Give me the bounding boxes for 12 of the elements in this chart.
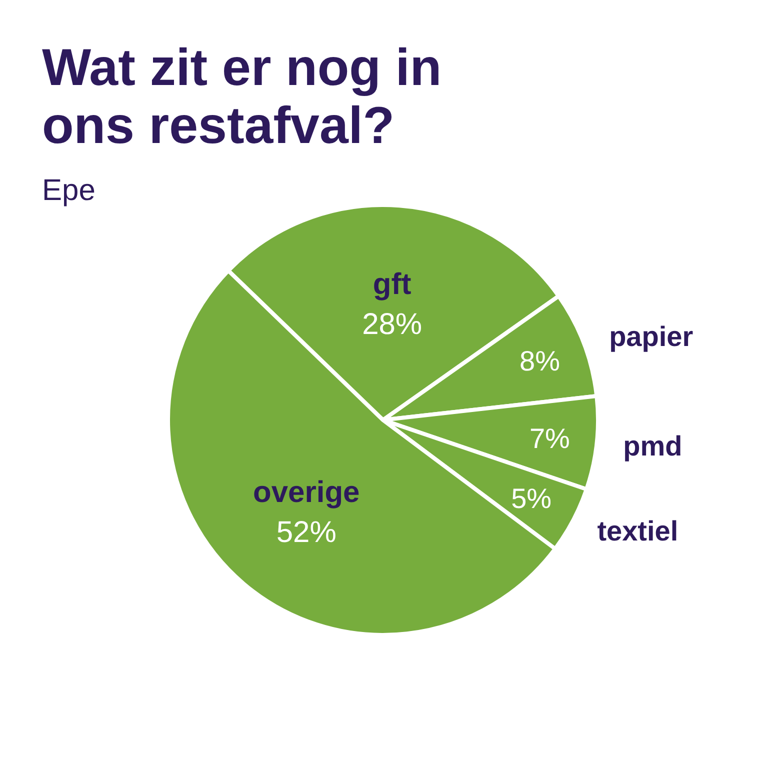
slice-label: textiel [597,515,678,546]
data-label: 28% [362,308,422,342]
data-label: 5% [511,483,552,514]
chart-title: Wat zit er nog in ons restafval? [42,39,442,155]
slice-label: pmd [623,430,682,462]
data-label: 7% [529,423,570,454]
slice-label: papier [609,321,694,352]
chart-subtitle: Epe [42,174,96,207]
data-label: 52% [276,516,336,550]
slice-label: gft [372,268,412,302]
slice-label: overige [253,476,360,510]
data-label: 8% [520,345,560,376]
